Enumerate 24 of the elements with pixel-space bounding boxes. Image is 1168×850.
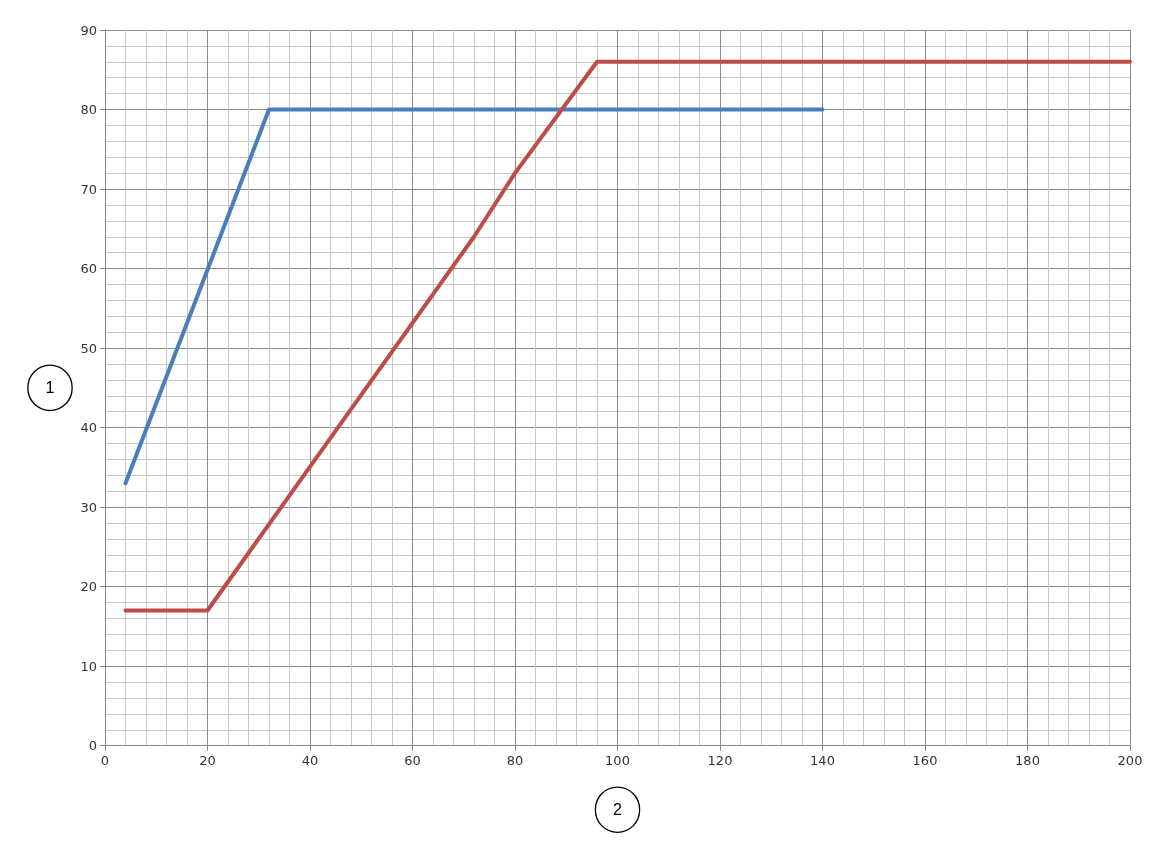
y-tick-label: 60 xyxy=(80,261,97,277)
y-tick-label: 40 xyxy=(80,420,97,436)
y-tick-label: 50 xyxy=(80,340,97,356)
x-tick-label: 120 xyxy=(707,752,733,768)
x-axis-title: 2 xyxy=(613,801,623,819)
x-tick-label: 160 xyxy=(912,752,938,768)
x-tick-label: 40 xyxy=(301,752,319,768)
y-tick-label: 80 xyxy=(80,102,97,118)
y-tick-label: 70 xyxy=(80,181,97,197)
y-tick-label: 30 xyxy=(80,499,97,515)
y-tick-label: 0 xyxy=(88,738,97,754)
x-tick-label: 100 xyxy=(605,752,630,768)
x-tick-label: 80 xyxy=(506,752,524,768)
x-tick-label: 20 xyxy=(199,752,216,768)
x-tick-label: 200 xyxy=(1117,752,1143,768)
y-tick-label: 90 xyxy=(80,22,97,38)
y-tick-label: 10 xyxy=(80,658,97,674)
x-tick-label: 60 xyxy=(404,752,421,768)
y-tick-label: 20 xyxy=(80,579,97,595)
x-tick-label: 140 xyxy=(810,752,835,768)
x-tick-label: 0 xyxy=(100,752,110,768)
line-series xyxy=(123,59,1132,613)
y-axis-title: 1 xyxy=(45,379,55,397)
x-tick-label: 180 xyxy=(1015,752,1040,768)
